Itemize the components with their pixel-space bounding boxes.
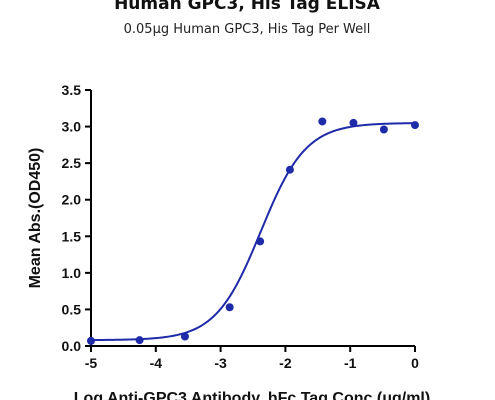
data-point (379, 125, 388, 134)
y-tick-label: 2.5 (62, 155, 82, 171)
data-point (349, 118, 358, 127)
y-tick-label: 2.0 (62, 192, 82, 208)
x-tick-label: 0 (411, 355, 419, 371)
y-tick-label: 3.0 (62, 119, 82, 135)
x-tick-label: -2 (279, 355, 292, 371)
data-point (135, 336, 144, 345)
data-point (318, 117, 327, 126)
data-point (180, 332, 189, 341)
data-point (411, 121, 419, 130)
x-tick-label: -3 (214, 355, 227, 371)
data-point (285, 165, 294, 174)
y-tick-label: 1.0 (62, 265, 82, 281)
y-tick-label: 1.5 (62, 228, 82, 244)
chart-subtitle: 0.05μg Human GPC3, His Tag Per Well (124, 22, 371, 37)
x-tick-label: -4 (150, 355, 163, 371)
y-axis-label: Mean Abs.(OD450) (27, 148, 44, 289)
y-tick-label: 0.0 (62, 338, 82, 354)
x-axis-label: Log Anti-GPC3 Antibody, hFc Tag Conc.(μg… (74, 390, 430, 400)
y-tick-label: 0.5 (62, 301, 82, 317)
chart-title: Human GPC3, His Tag ELISA (114, 0, 381, 14)
fit-curve (90, 122, 416, 342)
x-tick-label: -5 (85, 355, 98, 371)
data-point (256, 237, 265, 246)
x-tick-label: -1 (344, 355, 357, 371)
data-point (87, 336, 95, 345)
data-marks (87, 117, 419, 345)
data-point (225, 303, 234, 312)
axes: 0.0 0.5 1.0 1.5 2.0 2.5 3.0 3.5 -5 -4 -3 -2 -1 0 (62, 82, 420, 371)
y-tick-label: 3.5 (62, 82, 82, 98)
